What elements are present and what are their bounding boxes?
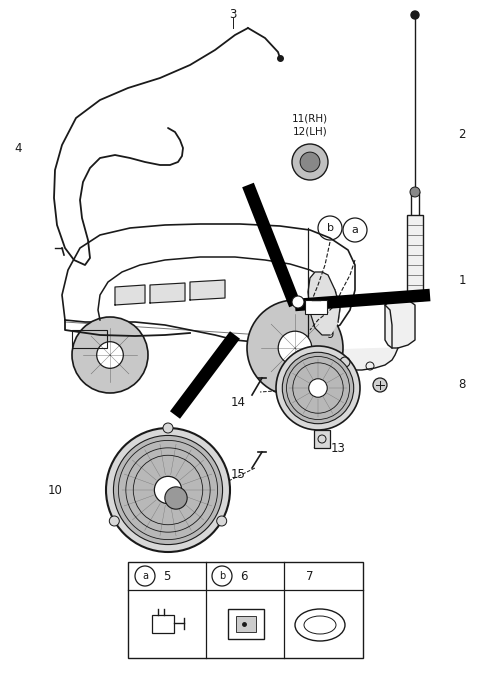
Text: 8: 8 — [458, 378, 466, 391]
Polygon shape — [150, 283, 185, 303]
Circle shape — [278, 331, 312, 365]
Circle shape — [282, 352, 354, 423]
Circle shape — [109, 516, 120, 526]
Bar — [236, 616, 256, 632]
Text: 3: 3 — [229, 8, 237, 20]
Polygon shape — [190, 280, 225, 300]
Text: 6: 6 — [240, 570, 248, 583]
Bar — [314, 430, 330, 448]
Circle shape — [113, 436, 223, 544]
Text: 5: 5 — [163, 570, 171, 583]
Polygon shape — [332, 348, 398, 370]
Circle shape — [165, 487, 187, 509]
Bar — [72, 330, 107, 348]
Text: a: a — [142, 571, 148, 581]
Text: 10: 10 — [48, 484, 62, 497]
Circle shape — [309, 379, 327, 398]
Polygon shape — [62, 224, 355, 342]
Bar — [128, 562, 363, 658]
Text: 14: 14 — [230, 397, 245, 410]
Text: b: b — [219, 571, 225, 581]
Text: a: a — [351, 225, 359, 235]
Text: b: b — [326, 223, 334, 233]
Polygon shape — [115, 285, 145, 305]
Circle shape — [373, 378, 387, 392]
Bar — [407, 215, 423, 300]
Text: 9: 9 — [326, 329, 334, 342]
Polygon shape — [308, 272, 340, 335]
Text: 11(RH)
12(LH): 11(RH) 12(LH) — [292, 114, 328, 136]
Circle shape — [292, 296, 304, 308]
Text: 13: 13 — [331, 441, 346, 454]
Circle shape — [96, 342, 123, 368]
Circle shape — [216, 516, 227, 526]
Circle shape — [163, 423, 173, 433]
Text: 1: 1 — [458, 273, 466, 286]
Bar — [305, 300, 327, 314]
Circle shape — [72, 317, 148, 393]
Circle shape — [411, 11, 419, 19]
Text: 7: 7 — [306, 570, 314, 583]
Circle shape — [410, 187, 420, 197]
Circle shape — [155, 476, 181, 503]
Circle shape — [292, 144, 328, 180]
Bar — [228, 609, 264, 639]
Circle shape — [300, 152, 320, 172]
Circle shape — [247, 300, 343, 396]
Text: 15: 15 — [230, 469, 245, 482]
Text: 4: 4 — [14, 141, 22, 154]
Circle shape — [106, 428, 230, 552]
Bar — [152, 615, 174, 633]
Circle shape — [276, 346, 360, 430]
Text: 2: 2 — [458, 128, 466, 141]
Polygon shape — [385, 300, 415, 348]
